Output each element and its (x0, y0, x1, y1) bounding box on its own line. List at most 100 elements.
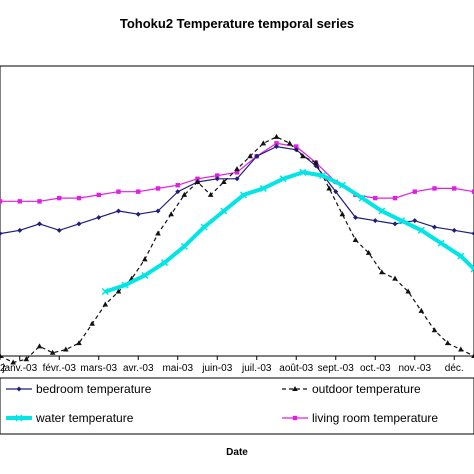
living-room-temperature-point-5 (96, 192, 101, 198)
living-room-temperature-point-24 (471, 189, 474, 194)
bedroom-temperature-point-23 (451, 227, 457, 233)
outdoor-temperature-point-16 (207, 191, 214, 197)
living-room-temperature-point-0 (0, 199, 3, 204)
water-temperature-point-8 (259, 184, 267, 192)
bedroom-temperature-point-12 (234, 176, 240, 182)
water-temperature-point-3 (161, 259, 169, 267)
water-temperature-point-17 (437, 239, 445, 247)
outdoor-temperature-point-1 (10, 359, 16, 365)
bedroom-temperature-point-6 (116, 208, 121, 214)
outdoor-temperature-point-19 (247, 153, 253, 159)
outdoor-temperature-point-7 (89, 320, 95, 326)
outdoor-temperature-point-5 (63, 346, 69, 352)
living-room-temperature-point-10 (195, 176, 200, 181)
water-temperature-point-0 (101, 288, 109, 296)
legend-box (0, 377, 474, 435)
living-room-temperature-point-2 (37, 199, 42, 204)
outdoor-temperature-point-26 (339, 211, 346, 217)
x-tick-label-3: mars-03 (80, 363, 117, 374)
living-room-temperature-point-7 (136, 189, 141, 194)
outdoor-temperature-point-24 (313, 159, 319, 165)
outdoor-temperature-point-22 (286, 140, 293, 146)
outdoor-temperature-point-30 (392, 275, 398, 281)
water-temperature-point-19 (470, 265, 474, 273)
bedroom-temperature-point-18 (353, 214, 358, 220)
bedroom-temperature-point-22 (432, 224, 437, 230)
living-room-temperature-point-20 (392, 195, 398, 201)
water-temperature-point-9 (279, 175, 287, 183)
water-temperature-point-2 (141, 271, 149, 279)
legend-item-outdoor-temperature: outdoor temperature (282, 382, 421, 396)
outdoor-temperature-point-25 (326, 185, 332, 191)
x-tick-label-8: août-03 (279, 363, 313, 374)
x-tick-label-7: juil.-03 (241, 363, 272, 374)
outdoor-temperature-point-33 (431, 327, 438, 333)
living-room-temperature-point-15 (294, 144, 299, 149)
legend-swatch-marker (292, 386, 298, 391)
outdoor-temperature-point-31 (405, 288, 411, 294)
outdoor-temperature-point-29 (379, 269, 385, 275)
legend-item-bedroom-temperature: bedroom temperature (6, 382, 152, 396)
bedroom-temperature-point-8 (155, 208, 161, 214)
outdoor-temperature-point-34 (444, 340, 451, 346)
water-temperature-point-11 (319, 172, 327, 180)
bedroom-temperature-point-17 (333, 189, 339, 195)
bedroom-temperature-point-20 (392, 221, 398, 227)
x-tick-label-1: janv.-03 (1, 363, 37, 374)
bedroom-temperature-point-21 (412, 218, 418, 224)
outdoor-temperature-point-14 (181, 191, 188, 197)
outdoor-temperature-point-15 (194, 179, 201, 184)
plot-frame (0, 65, 474, 357)
bedroom-temperature-point-14 (274, 144, 279, 150)
legend: bedroom temperature outdoor temperature wa… (6, 382, 438, 425)
water-temperature-point-15 (398, 217, 406, 225)
legend-swatch-marker (15, 414, 23, 422)
water-temperature-point-10 (299, 168, 307, 176)
living-room-temperature-point-11 (215, 173, 220, 178)
outdoor-temperature-point-6 (76, 340, 82, 346)
outdoor-temperature-point-2 (23, 356, 30, 362)
bedroom-temperature-point-9 (175, 189, 181, 195)
outdoor-temperature-point-32 (418, 307, 425, 313)
living-room-temperature-point-6 (116, 189, 121, 194)
x-tick-label-11: nov.-03 (398, 363, 431, 374)
outdoor-temperature-point-13 (168, 211, 174, 217)
outdoor-temperature-point-0 (0, 353, 3, 358)
legend-label: living room temperature (312, 411, 438, 425)
living-room-temperature-point-19 (373, 195, 378, 201)
x-axis-label: Date (226, 447, 248, 458)
x-tick-label-9: sept.-03 (318, 363, 355, 374)
legend-swatch-marker (16, 386, 22, 392)
living-room-temperature-point-22 (432, 186, 437, 191)
outdoor-temperature-point-9 (115, 288, 122, 294)
water-temperature-point-12 (338, 181, 346, 189)
water-temperature-point-16 (417, 226, 425, 234)
x-tick-label-12: déc. (445, 363, 464, 374)
bedroom-temperature-point-1 (17, 227, 23, 233)
bedroom-temperature-point-0 (0, 231, 3, 237)
legend-label: bedroom temperature (36, 382, 152, 396)
outdoor-temperature-point-23 (300, 153, 306, 159)
series-layer (0, 133, 474, 365)
water-temperature-point-13 (358, 194, 366, 202)
x-tick-label-0: 2 (0, 363, 6, 374)
legend-label: outdoor temperature (312, 382, 421, 396)
bedroom-temperature-point-19 (372, 218, 378, 224)
water-temperature-point-6 (220, 207, 228, 215)
water-temperature-point-7 (240, 191, 248, 199)
outdoor-temperature-point-28 (365, 249, 372, 255)
bedroom-temperature-point-24 (471, 231, 474, 237)
legend-item-living-room-temperature: living room temperature (282, 411, 438, 425)
water-temperature-point-1 (121, 281, 129, 289)
bedroom-temperature-point-4 (76, 221, 82, 227)
outdoor-temperature-point-36 (471, 353, 474, 358)
outdoor-temperature-point-3 (36, 343, 43, 349)
chart-title: Tohoku2 Temperature temporal series (119, 16, 355, 31)
outdoor-temperature-point-35 (458, 346, 464, 352)
x-tick-label-4: avr.-03 (123, 363, 154, 374)
outdoor-temperature-point-18 (234, 166, 240, 172)
living-room-temperature-point-4 (76, 195, 82, 201)
outdoor-temperature-point-8 (102, 301, 109, 307)
outdoor-temperature-point-12 (155, 230, 161, 236)
living-room-temperature-point-9 (175, 183, 180, 188)
